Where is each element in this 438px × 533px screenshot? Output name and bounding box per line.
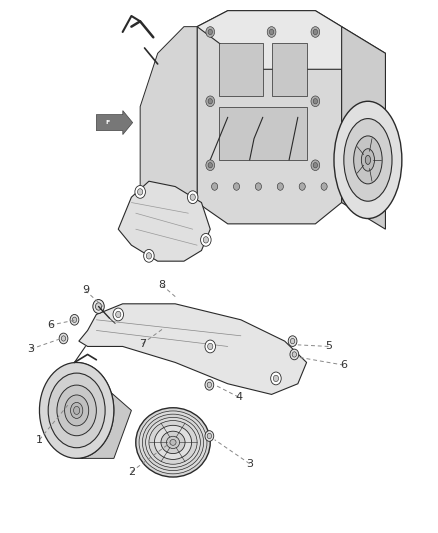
Ellipse shape [64, 395, 88, 426]
Text: 4: 4 [235, 392, 242, 402]
FancyBboxPatch shape [96, 111, 133, 134]
Polygon shape [197, 11, 342, 224]
Polygon shape [272, 43, 307, 96]
Circle shape [206, 160, 215, 171]
Circle shape [321, 183, 327, 190]
Circle shape [207, 433, 212, 439]
Circle shape [267, 27, 276, 37]
Ellipse shape [154, 425, 192, 459]
Circle shape [313, 99, 318, 104]
Circle shape [116, 311, 121, 318]
Polygon shape [79, 304, 307, 394]
Circle shape [59, 333, 68, 344]
Ellipse shape [166, 436, 180, 449]
Circle shape [95, 303, 102, 310]
Circle shape [273, 375, 279, 382]
Circle shape [203, 237, 208, 243]
Circle shape [313, 29, 318, 35]
Circle shape [61, 336, 66, 341]
Text: 3: 3 [27, 344, 34, 354]
Polygon shape [39, 362, 114, 458]
Circle shape [271, 372, 281, 385]
Circle shape [212, 183, 218, 190]
Polygon shape [219, 43, 263, 96]
Ellipse shape [136, 408, 210, 477]
Ellipse shape [353, 136, 382, 184]
Text: 1: 1 [36, 435, 43, 445]
Circle shape [311, 160, 320, 171]
Text: 6: 6 [47, 320, 54, 330]
Polygon shape [118, 181, 210, 261]
Circle shape [233, 183, 240, 190]
Circle shape [205, 431, 214, 441]
Circle shape [208, 29, 212, 35]
Circle shape [299, 183, 305, 190]
Circle shape [135, 185, 145, 198]
Ellipse shape [142, 414, 204, 471]
Circle shape [208, 343, 213, 350]
Polygon shape [197, 11, 385, 69]
Ellipse shape [361, 149, 374, 171]
Circle shape [190, 194, 195, 200]
Text: 8: 8 [159, 280, 166, 290]
Circle shape [269, 29, 274, 35]
Text: 5: 5 [325, 342, 332, 351]
Text: 7: 7 [139, 339, 146, 349]
Ellipse shape [74, 406, 80, 415]
Text: 9: 9 [82, 286, 89, 295]
Ellipse shape [149, 421, 197, 464]
Circle shape [208, 163, 212, 168]
Circle shape [255, 183, 261, 190]
Ellipse shape [365, 156, 371, 165]
Circle shape [205, 340, 215, 353]
Text: 3: 3 [246, 459, 253, 469]
Circle shape [208, 99, 212, 104]
Polygon shape [77, 362, 131, 458]
Circle shape [146, 253, 152, 259]
Circle shape [206, 96, 215, 107]
Circle shape [288, 336, 297, 346]
Circle shape [277, 183, 283, 190]
Circle shape [313, 163, 318, 168]
Text: 2: 2 [128, 467, 135, 477]
Ellipse shape [48, 373, 105, 448]
Circle shape [290, 349, 299, 360]
Text: 6: 6 [340, 360, 347, 370]
Circle shape [292, 352, 297, 357]
Circle shape [311, 27, 320, 37]
Circle shape [207, 382, 212, 387]
Ellipse shape [71, 402, 83, 418]
Text: F: F [105, 120, 110, 125]
Circle shape [205, 379, 214, 390]
Ellipse shape [334, 101, 402, 219]
Ellipse shape [161, 431, 185, 454]
Polygon shape [219, 107, 307, 160]
Ellipse shape [344, 119, 392, 201]
Circle shape [290, 338, 295, 344]
Circle shape [187, 191, 198, 204]
Circle shape [93, 300, 104, 313]
Circle shape [72, 317, 77, 322]
Circle shape [206, 27, 215, 37]
Polygon shape [342, 27, 385, 229]
Ellipse shape [139, 411, 207, 474]
Ellipse shape [145, 417, 201, 467]
Circle shape [311, 96, 320, 107]
Circle shape [144, 249, 154, 262]
Ellipse shape [57, 385, 96, 436]
Circle shape [201, 233, 211, 246]
Circle shape [113, 308, 124, 321]
Circle shape [138, 189, 143, 195]
Polygon shape [140, 27, 197, 224]
Ellipse shape [170, 439, 176, 446]
Circle shape [70, 314, 79, 325]
